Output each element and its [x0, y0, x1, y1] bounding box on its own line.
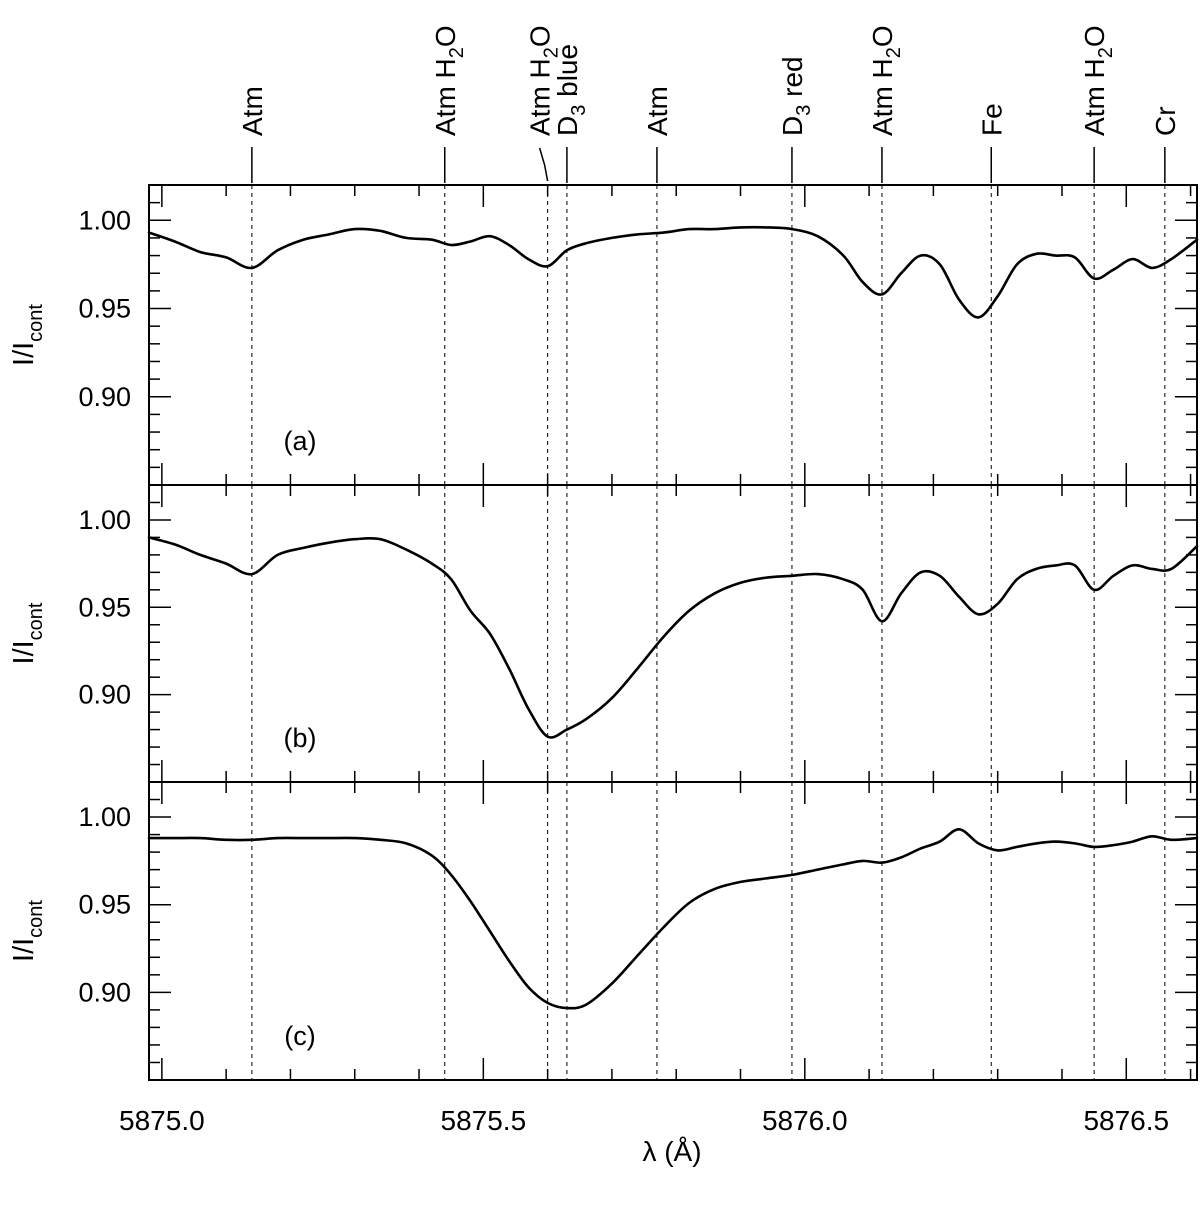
x-tick-label: 5876.0: [762, 1105, 848, 1136]
marker-leader: [538, 147, 549, 182]
panel-label: (c): [284, 1021, 315, 1051]
y-axis-label: I/Icont: [8, 900, 47, 962]
marker-label: Atm: [642, 86, 673, 136]
y-axis-label: I/Icont: [8, 602, 47, 664]
y-axis-label: I/Icont: [8, 304, 47, 366]
marker-label: Atm H2O: [867, 25, 905, 136]
y-tick-label: 0.95: [78, 890, 131, 920]
panel-c: 0.90 0.95 1.00 I/Icont (c): [8, 781, 1199, 1081]
line-marker: Atm H2O: [430, 25, 468, 183]
marker-label: Atm H2O: [525, 25, 563, 136]
panel-b: 0.90 0.95 1.00 I/Icont (b): [8, 484, 1199, 783]
marker-label: Cr: [1150, 106, 1181, 136]
y-tick-label: 0.90: [78, 977, 131, 1007]
spectrum-line: [147, 828, 1199, 1010]
axes: 5875.0 5875.5 5876.0 5876.5: [119, 1105, 1169, 1136]
line-marker: D3 blue: [552, 44, 590, 183]
spectrum-line: [147, 225, 1199, 319]
line-marker: Atm: [237, 86, 268, 183]
panel-frame: [148, 781, 1198, 1081]
line-marker: Atm H2O: [867, 25, 905, 183]
x-axis-label: λ (Å): [642, 1136, 701, 1167]
y-tick-label: 0.95: [78, 294, 131, 324]
line-marker: Cr: [1150, 106, 1181, 183]
y-tick-label: 1.00: [78, 205, 131, 235]
line-marker: D3 red: [777, 56, 815, 183]
panel-label: (a): [284, 426, 317, 456]
panel-a: 0.90 0.95 1.00 I/Icont (a): [8, 184, 1199, 486]
y-tick-label: 0.95: [78, 592, 131, 622]
panels: 0.90 0.95 1.00 I/Icont (a) 0.90 0.95 1.00 I/Icon…: [8, 184, 1199, 1081]
line-marker: Atm: [642, 86, 673, 183]
marker-label: Atm H2O: [430, 25, 468, 136]
line-marker: Atm H2O: [1079, 25, 1117, 183]
marker-label: Fe: [976, 103, 1007, 136]
y-tick-label: 1.00: [78, 802, 131, 832]
marker-label: D3 blue: [552, 44, 590, 136]
line-marker: Fe: [976, 103, 1007, 183]
marker-label: Atm: [237, 86, 268, 136]
x-tick-label: 5875.5: [441, 1105, 527, 1136]
spectrum-line: [147, 536, 1199, 739]
x-tick-label: 5876.5: [1083, 1105, 1169, 1136]
marker-label: D3 red: [777, 56, 815, 136]
marker-label: Atm H2O: [1079, 25, 1117, 136]
y-tick-label: 1.00: [78, 505, 131, 535]
line-marker: Atm H2O: [525, 25, 563, 182]
panel-label: (b): [284, 723, 317, 753]
x-tick-label: 5875.0: [119, 1105, 205, 1136]
y-tick-label: 0.90: [78, 680, 131, 710]
y-tick-label: 0.90: [78, 382, 131, 412]
